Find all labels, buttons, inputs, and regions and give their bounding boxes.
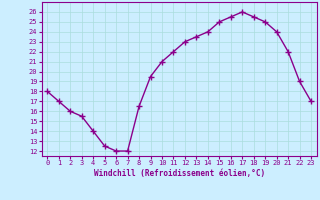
- X-axis label: Windchill (Refroidissement éolien,°C): Windchill (Refroidissement éolien,°C): [94, 169, 265, 178]
